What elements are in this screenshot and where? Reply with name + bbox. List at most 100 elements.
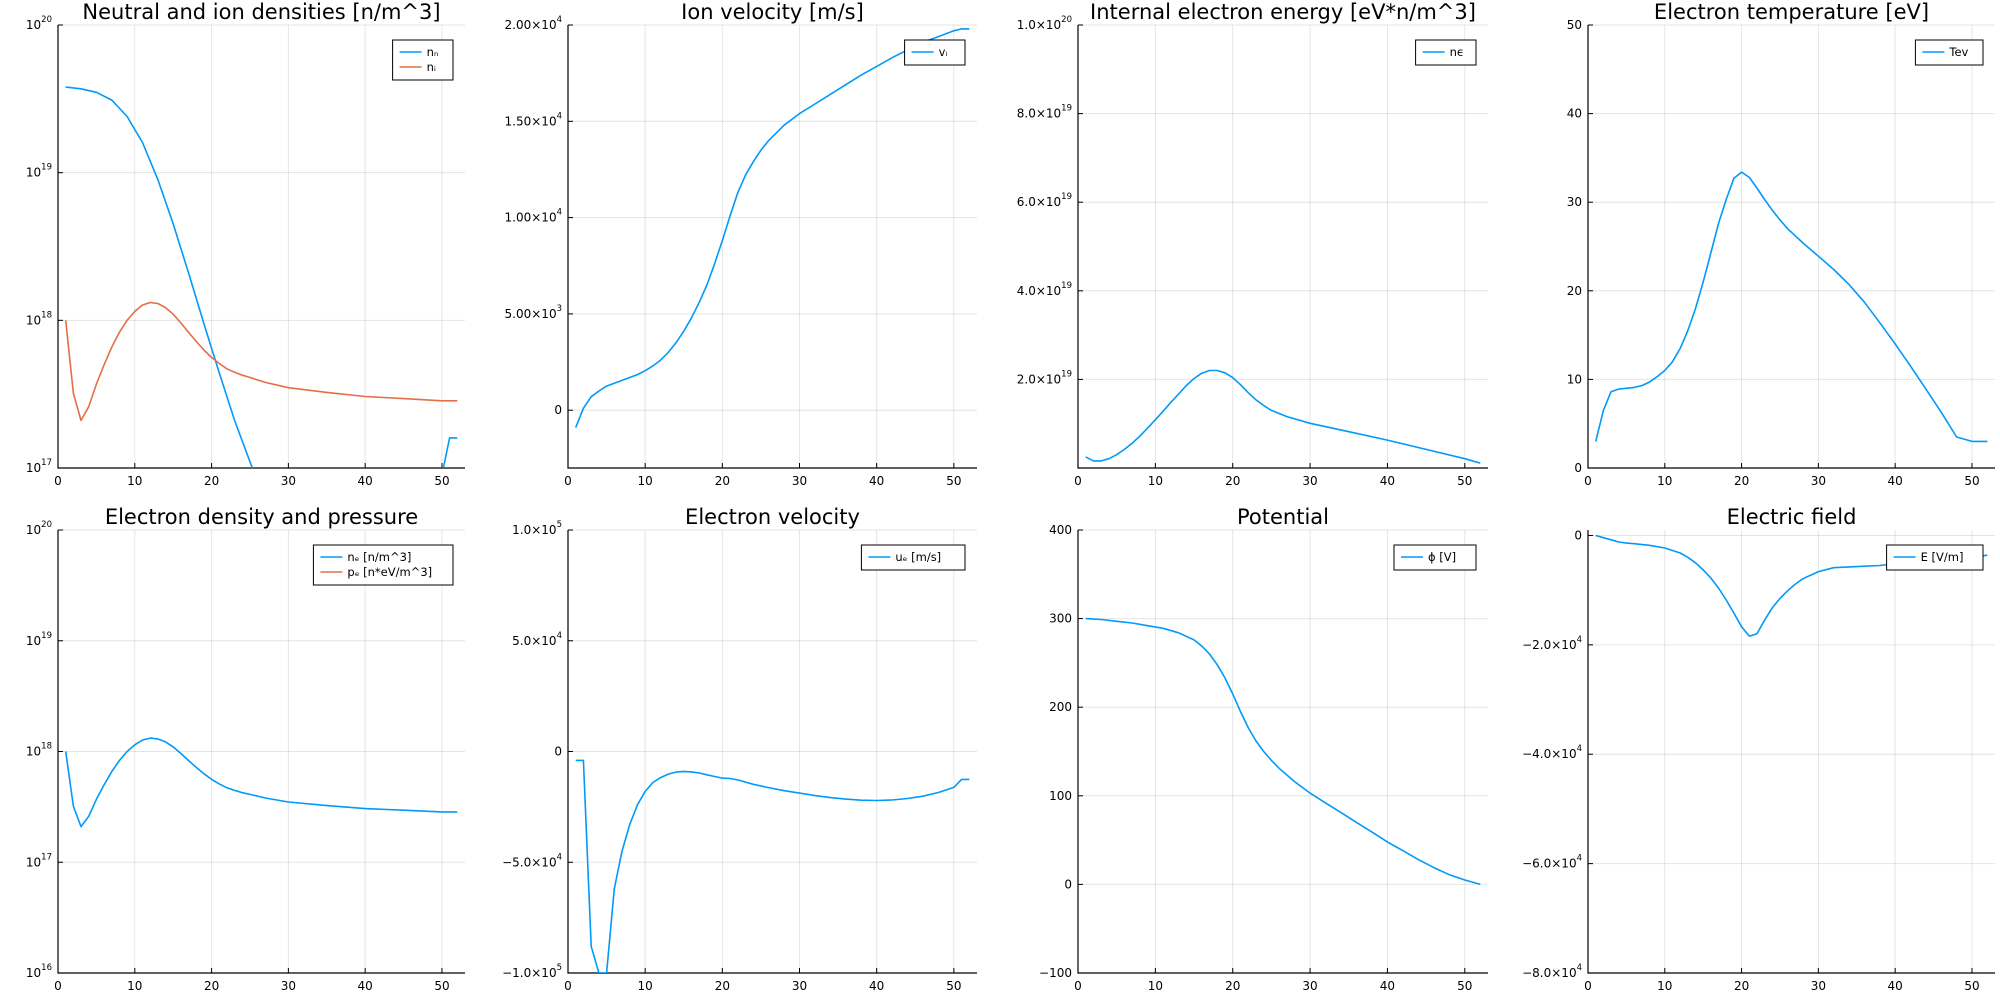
y-tick-base: 5.00×10 — [505, 307, 557, 321]
y-tick-base: 10 — [26, 313, 41, 327]
chart-title: Electron velocity — [685, 505, 860, 529]
plot-area — [575, 759, 970, 973]
plot-area — [64, 737, 458, 828]
chart-title: Internal electron energy [eV*n/m^3] — [1090, 0, 1476, 24]
plot-area — [64, 86, 458, 468]
x-tick-label: 40 — [1380, 979, 1395, 993]
y-tick-base: 5.0×10 — [512, 634, 556, 648]
y-tick-label: 0 — [554, 403, 562, 417]
y-tick-label: 0 — [554, 745, 562, 759]
y-tick-exponent: 20 — [1061, 15, 1072, 25]
y-tick-label: 1.0×105 — [512, 520, 562, 537]
series-line-v — [574, 28, 970, 428]
legend: ϕ [V] — [1393, 544, 1477, 571]
legend: nϵ — [1415, 39, 1477, 66]
y-tick-label: 0 — [1574, 528, 1582, 542]
y-tick-exponent: 17 — [41, 852, 52, 862]
chart-title: Ion velocity [m/s] — [681, 0, 864, 24]
x-tick-label: 40 — [358, 979, 373, 993]
y-tick-exponent: 4 — [1577, 854, 1582, 864]
y-tick-base: 2.0×10 — [1017, 372, 1061, 386]
x-tick-label: 10 — [638, 474, 653, 488]
series-line-e-v-m — [1595, 534, 1988, 637]
y-tick-label: −8.0×104 — [1522, 963, 1582, 980]
plot-area — [574, 28, 970, 428]
legend: vᵢ — [904, 39, 966, 66]
y-tick-base: 1.00×10 — [505, 211, 557, 225]
x-tick-label: 0 — [54, 979, 62, 993]
x-tick-label: 10 — [1148, 979, 1163, 993]
x-tick-label: 10 — [1657, 474, 1672, 488]
y-tick-label: 1.50×104 — [505, 111, 562, 128]
x-tick-label: 0 — [564, 979, 572, 993]
y-tick-base: 4.0×10 — [1017, 284, 1061, 298]
y-tick-base: 0 — [1574, 461, 1582, 475]
y-tick-label: 20 — [1567, 284, 1582, 298]
chart-title: Electron temperature [eV] — [1654, 0, 1929, 24]
y-tick-exponent: 19 — [1061, 369, 1072, 379]
legend: E [V/m] — [1886, 544, 1984, 571]
legend-label: nϵ — [1450, 45, 1464, 59]
y-tick-label: 4.0×1019 — [1017, 281, 1072, 298]
y-tick-label: 6.0×1019 — [1017, 192, 1072, 209]
legend-label: E [V/m] — [1921, 550, 1964, 564]
axis-frame — [57, 25, 465, 469]
y-tick-label: 1.0×1020 — [1017, 15, 1072, 32]
y-tick-base: 1.0×10 — [1017, 18, 1061, 32]
chart-title: Electron density and pressure — [105, 505, 418, 529]
y-tick-label: 30 — [1567, 195, 1582, 209]
legend-label: nₙ — [427, 45, 439, 59]
y-tick-exponent: 20 — [41, 15, 52, 25]
y-tick-base: 10 — [26, 966, 41, 980]
x-tick-label: 0 — [1584, 979, 1592, 993]
plot-area — [1594, 171, 1988, 443]
y-tick-exponent: 4 — [1577, 963, 1582, 973]
y-tick-label: 100 — [1049, 789, 1072, 803]
chart-title: Potential — [1237, 505, 1329, 529]
x-tick-label: 20 — [1734, 474, 1749, 488]
x-tick-label: 0 — [1074, 474, 1082, 488]
y-tick-base: −5.0×10 — [502, 855, 556, 869]
y-tick-base: 8.0×10 — [1017, 107, 1061, 121]
x-tick-label: 40 — [1888, 979, 1903, 993]
x-tick-label: 0 — [54, 474, 62, 488]
y-tick-exponent: 19 — [1061, 192, 1072, 202]
x-tick-label: 30 — [1811, 474, 1826, 488]
x-tick-label: 40 — [1888, 474, 1903, 488]
y-tick-base: 10 — [26, 634, 41, 648]
y-tick-exponent: 4 — [557, 631, 562, 641]
y-tick-label: 1016 — [26, 963, 52, 980]
y-tick-label: 0 — [1064, 877, 1072, 891]
y-tick-label: 1019 — [26, 631, 52, 648]
legend-label: vᵢ — [939, 45, 948, 59]
x-tick-label: 0 — [564, 474, 572, 488]
y-tick-exponent: 4 — [1577, 744, 1582, 754]
y-tick-label: 1018 — [26, 742, 52, 759]
y-tick-label: 5.0×104 — [512, 631, 562, 648]
axis-frame — [567, 25, 977, 469]
y-tick-base: 0 — [554, 745, 562, 759]
x-tick-label: 50 — [434, 979, 449, 993]
y-tick-label: 400 — [1049, 523, 1072, 537]
y-tick-label: 300 — [1049, 612, 1072, 626]
chart-title: Neutral and ion densities [n/m^3] — [82, 0, 440, 24]
series-line-n — [64, 301, 458, 422]
y-tick-base: 10 — [1567, 372, 1582, 386]
y-tick-label: 8.0×1019 — [1017, 104, 1072, 121]
y-tick-label: 200 — [1049, 700, 1072, 714]
y-tick-base: 10 — [26, 18, 41, 32]
y-tick-label: 2.00×104 — [505, 15, 562, 32]
x-tick-label: 30 — [281, 979, 296, 993]
y-tick-label: 1020 — [26, 15, 52, 32]
y-tick-base: 400 — [1049, 523, 1072, 537]
y-tick-exponent: 20 — [41, 520, 52, 530]
series-line-u-m-s — [575, 759, 970, 973]
y-tick-base: 20 — [1567, 284, 1582, 298]
x-tick-label: 50 — [1457, 979, 1472, 993]
y-tick-label: 10 — [1567, 372, 1582, 386]
y-tick-exponent: 5 — [557, 963, 562, 973]
legend-box — [312, 544, 454, 586]
series-line-tev — [1594, 171, 1988, 443]
